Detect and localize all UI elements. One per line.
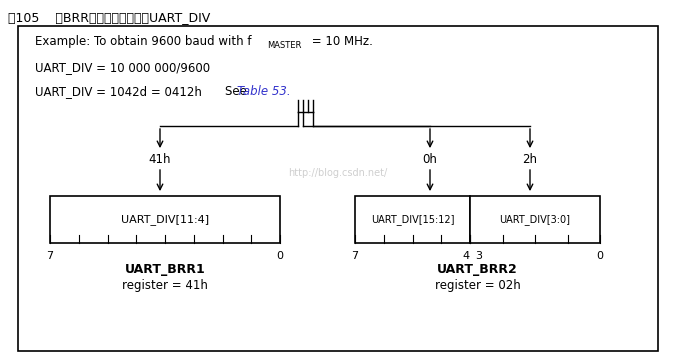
Text: 图105    在BRR寄存器里如何编写UART_DIV: 图105 在BRR寄存器里如何编写UART_DIV — [8, 11, 211, 24]
Text: 3: 3 — [475, 251, 483, 261]
Bar — [50, 196, 280, 243]
Text: 4: 4 — [462, 251, 470, 261]
Text: 2h: 2h — [523, 153, 538, 166]
Text: UART_BRR2: UART_BRR2 — [437, 263, 518, 276]
Text: 7: 7 — [47, 251, 53, 261]
Text: UART_DIV[3:0]: UART_DIV[3:0] — [500, 214, 571, 225]
Text: UART_BRR1: UART_BRR1 — [125, 263, 205, 276]
Text: UART_DIV = 10 000 000/9600: UART_DIV = 10 000 000/9600 — [35, 61, 210, 74]
Text: register = 41h: register = 41h — [122, 279, 208, 292]
Text: MASTER: MASTER — [267, 41, 301, 50]
Text: 0: 0 — [596, 251, 603, 261]
Bar — [18, 26, 658, 351]
Text: register = 02h: register = 02h — [435, 279, 521, 292]
Text: 0h: 0h — [422, 153, 437, 166]
Text: 7: 7 — [351, 251, 359, 261]
Text: UART_DIV[15:12]: UART_DIV[15:12] — [371, 214, 454, 225]
Text: Example: To obtain 9600 baud with f: Example: To obtain 9600 baud with f — [35, 35, 251, 48]
Bar — [355, 196, 470, 243]
Text: See: See — [210, 85, 250, 98]
Text: http://blog.csdn.net/: http://blog.csdn.net/ — [288, 168, 388, 178]
Text: Table 53.: Table 53. — [237, 85, 290, 98]
Text: UART_DIV = 1042d = 0412h: UART_DIV = 1042d = 0412h — [35, 85, 202, 98]
Bar — [470, 196, 600, 243]
Text: 41h: 41h — [149, 153, 171, 166]
Text: UART_DIV[11:4]: UART_DIV[11:4] — [121, 214, 209, 225]
Text: = 10 MHz.: = 10 MHz. — [308, 35, 373, 48]
Text: 0: 0 — [276, 251, 284, 261]
